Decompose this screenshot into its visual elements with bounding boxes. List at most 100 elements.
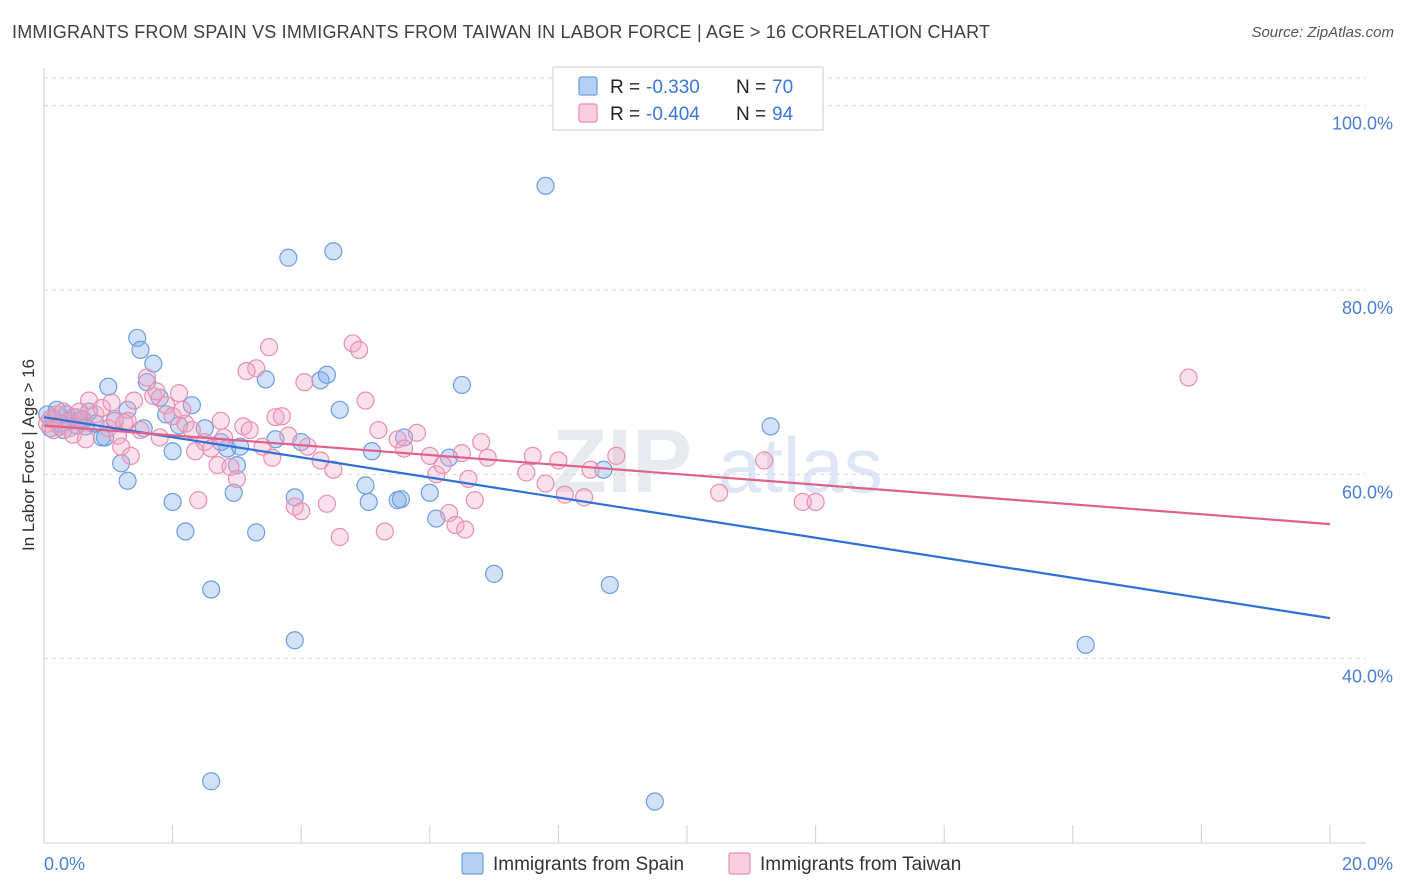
spain-point-25 xyxy=(163,492,182,512)
taiwan-point-47 xyxy=(330,527,349,547)
taiwan-point-50 xyxy=(356,391,375,410)
spain-point-63 xyxy=(324,242,343,261)
taiwan-point-78 xyxy=(1179,368,1198,387)
taiwan-point-49 xyxy=(349,340,369,359)
spain-point-57 xyxy=(600,575,619,595)
taiwan-point-52 xyxy=(375,522,394,541)
taiwan-point-66 xyxy=(517,463,536,482)
legend-n-value-taiwan: 94 xyxy=(772,104,794,125)
taiwan-point-80 xyxy=(70,402,89,421)
taiwan-point-86 xyxy=(147,382,166,401)
spain-point-28 xyxy=(182,396,201,415)
spain-point-46 xyxy=(359,492,378,512)
spain-point-55 xyxy=(536,176,555,195)
taiwan-point-93 xyxy=(456,520,475,539)
taiwan-point-40 xyxy=(279,426,298,445)
taiwan-point-72 xyxy=(581,460,600,479)
spain-point-20 xyxy=(128,328,147,348)
taiwan-point-85 xyxy=(121,446,140,465)
taiwan-point-82 xyxy=(102,393,121,412)
taiwan-point-23 xyxy=(169,384,189,403)
taiwan-point-24 xyxy=(176,414,195,433)
bottom-legend-label-taiwan: Immigrants from Taiwan xyxy=(760,854,961,875)
legend-r-label-taiwan: R = xyxy=(610,104,640,125)
spain-point-39 xyxy=(279,248,298,267)
taiwan-point-68 xyxy=(536,474,555,493)
taiwan-point-58 xyxy=(433,456,452,475)
spain-point-58 xyxy=(645,792,664,811)
taiwan-point-26 xyxy=(189,491,208,510)
y-tick-label-1: 60.0% xyxy=(1342,482,1393,502)
taiwan-point-81 xyxy=(76,430,95,449)
taiwan-point-45 xyxy=(317,494,337,513)
spain-trend-line xyxy=(43,416,1331,620)
taiwan-point-77 xyxy=(806,492,825,512)
taiwan-point-92 xyxy=(295,373,314,392)
spain-point-34 xyxy=(227,456,246,475)
legend-r-label-spain: R = xyxy=(610,77,640,98)
taiwan-point-37 xyxy=(259,338,279,357)
taiwan-point-16 xyxy=(124,391,144,410)
taiwan-point-46 xyxy=(324,460,343,479)
axes xyxy=(43,68,1366,844)
spain-point-59 xyxy=(761,417,780,436)
taiwan-point-89 xyxy=(211,411,230,430)
spain-point-54 xyxy=(485,564,504,583)
bottom-legend-label-spain: Immigrants from Spain xyxy=(493,854,684,875)
spain-point-49 xyxy=(391,490,410,509)
spain-point-30 xyxy=(202,580,221,599)
spain-point-40 xyxy=(285,631,304,650)
taiwan-point-11 xyxy=(92,398,111,418)
spain-point-44 xyxy=(330,400,349,419)
taiwan-point-18 xyxy=(137,368,156,387)
taiwan-point-14 xyxy=(112,437,131,456)
correlation-legend: R = -0.330 N = 70 R = -0.404 N = 94 xyxy=(552,66,824,131)
taiwan-point-48 xyxy=(343,334,362,353)
taiwan-point-64 xyxy=(472,432,491,452)
legend-box xyxy=(552,66,824,131)
spain-point-69 xyxy=(163,442,182,461)
taiwan-point-34 xyxy=(240,420,259,440)
taiwan-point-42 xyxy=(292,502,311,521)
taiwan-point-17 xyxy=(131,420,150,440)
chart-title: IMMIGRANTS FROM SPAIN VS IMMIGRANTS FROM… xyxy=(12,22,991,42)
source-label: Source: ZipAtlas.com xyxy=(1251,24,1394,41)
legend-r-value-taiwan: -0.404 xyxy=(646,104,700,125)
taiwan-point-88 xyxy=(186,442,205,461)
taiwan-point-73 xyxy=(607,446,626,465)
spain-point-19 xyxy=(118,471,137,490)
taiwan-point-32 xyxy=(227,469,246,489)
spain-point-43 xyxy=(317,365,337,384)
spain-point-60 xyxy=(1076,635,1095,654)
taiwan-point-76 xyxy=(793,492,812,512)
bottom-legend-swatch-taiwan xyxy=(728,852,751,875)
taiwan-point-55 xyxy=(407,423,427,442)
taiwan-point-25 xyxy=(182,420,201,440)
taiwan-point-87 xyxy=(173,400,192,419)
x-tick-min: 0.0% xyxy=(44,854,85,874)
y-tick-labels: 40.0% 60.0% 80.0% 100.0% xyxy=(1332,114,1393,687)
legend-r-value-spain: -0.330 xyxy=(646,77,700,98)
taiwan-trend-line xyxy=(43,424,1331,526)
taiwan-point-60 xyxy=(446,515,465,535)
bottom-legend-swatch-spain xyxy=(461,852,484,875)
y-tick-label-3: 100.0% xyxy=(1332,114,1393,134)
legend-n-label-spain: N = xyxy=(736,77,766,98)
y-axis-label: In Labor Force | Age > 16 xyxy=(19,359,38,551)
legend-swatch-taiwan xyxy=(578,103,598,123)
spain-point-27 xyxy=(176,522,195,541)
spain-point-53 xyxy=(452,375,472,395)
taiwan-point-74 xyxy=(710,483,729,502)
x-tick-max: 20.0% xyxy=(1342,854,1393,874)
spain-point-16 xyxy=(99,377,118,396)
taiwan-point-53 xyxy=(388,430,407,449)
spain-point-65 xyxy=(131,340,150,359)
legend-n-value-spain: 70 xyxy=(772,77,793,98)
y-tick-label-2: 80.0% xyxy=(1342,298,1393,318)
spain-point-61 xyxy=(202,772,221,791)
spain-point-36 xyxy=(247,523,266,542)
taiwan-point-39 xyxy=(272,407,292,426)
taiwan-point-90 xyxy=(237,361,256,381)
legend-swatch-spain xyxy=(578,76,598,96)
taiwan-point-38 xyxy=(266,408,285,427)
